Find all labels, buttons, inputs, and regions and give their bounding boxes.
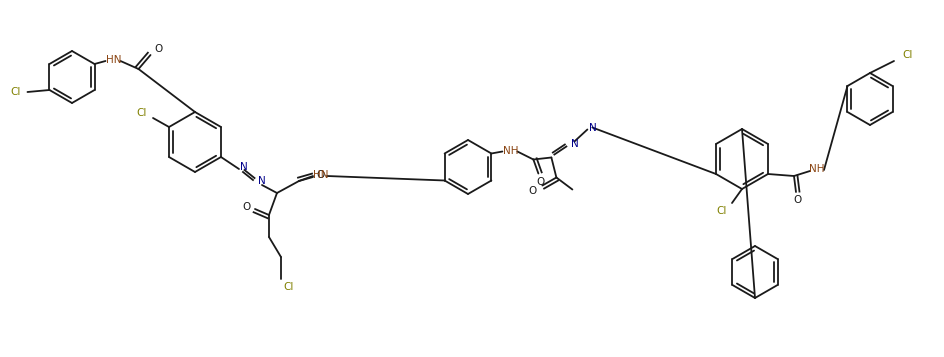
Text: O: O xyxy=(529,186,536,196)
Text: Cl: Cl xyxy=(902,50,913,60)
Text: O: O xyxy=(536,176,545,186)
Text: N: N xyxy=(258,176,266,186)
Text: O: O xyxy=(155,44,162,54)
Text: O: O xyxy=(794,195,802,205)
Text: Cl: Cl xyxy=(284,282,295,292)
Text: Cl: Cl xyxy=(10,87,21,97)
Text: HN: HN xyxy=(313,170,329,180)
Text: Cl: Cl xyxy=(716,206,727,216)
Text: N: N xyxy=(570,139,579,149)
Text: Cl: Cl xyxy=(137,108,147,118)
Text: NH: NH xyxy=(809,164,825,174)
Text: N: N xyxy=(588,122,597,132)
Text: N: N xyxy=(240,162,248,172)
Text: NH: NH xyxy=(502,146,518,156)
Text: O: O xyxy=(317,170,325,180)
Text: HN: HN xyxy=(106,55,121,65)
Text: O: O xyxy=(243,202,251,212)
